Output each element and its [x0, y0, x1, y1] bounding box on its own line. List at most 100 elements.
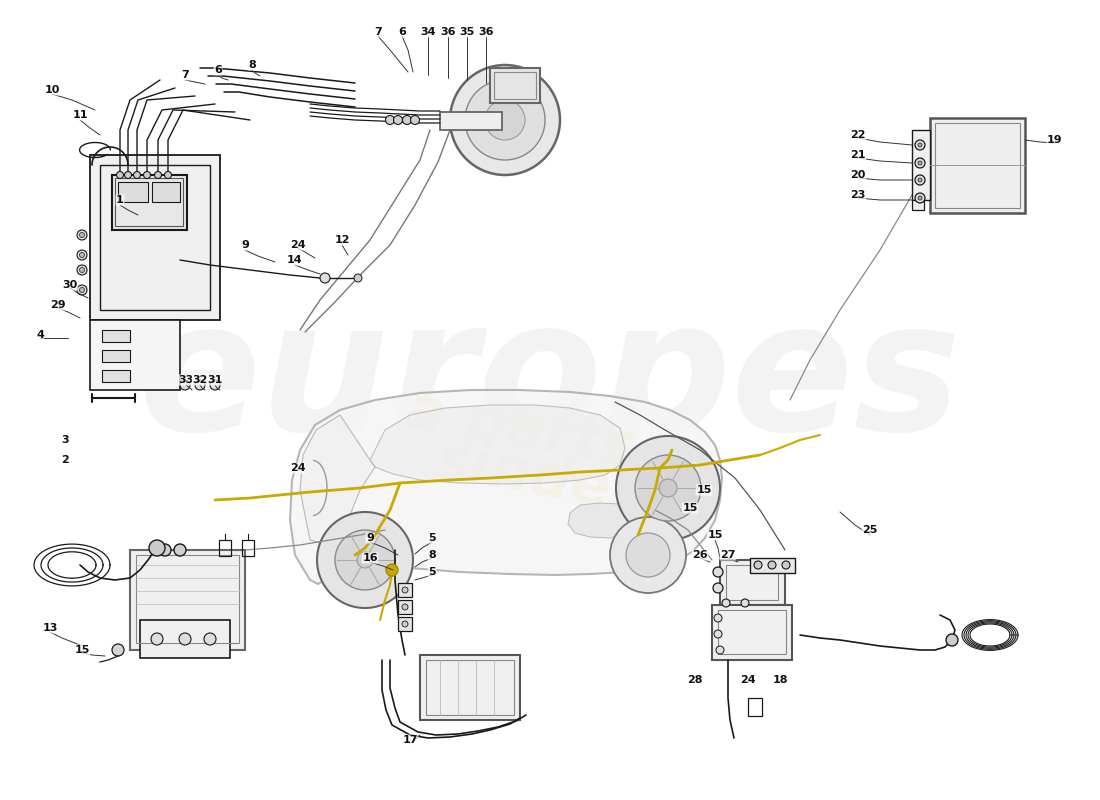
Circle shape: [154, 171, 162, 178]
Text: 32: 32: [192, 375, 208, 385]
Circle shape: [768, 561, 776, 569]
Text: 29: 29: [51, 300, 66, 310]
Text: a parts: a parts: [400, 382, 639, 478]
Text: 7: 7: [374, 27, 382, 37]
Text: 6: 6: [398, 27, 406, 37]
Circle shape: [204, 633, 216, 645]
Circle shape: [782, 561, 790, 569]
Bar: [242, 540, 254, 556]
Text: 19: 19: [1047, 135, 1063, 145]
Circle shape: [946, 634, 958, 646]
Text: 25: 25: [862, 525, 878, 535]
Text: 24: 24: [290, 463, 306, 473]
Circle shape: [722, 599, 730, 607]
Text: 17: 17: [403, 735, 418, 745]
Circle shape: [915, 193, 925, 203]
Bar: [930, 118, 1025, 213]
Bar: [440, 112, 502, 130]
Text: 8: 8: [249, 60, 256, 70]
Bar: [712, 605, 792, 660]
Circle shape: [394, 115, 403, 125]
Bar: [102, 330, 130, 342]
Circle shape: [626, 533, 670, 577]
Bar: [102, 370, 130, 382]
Circle shape: [174, 544, 186, 556]
Circle shape: [485, 100, 525, 140]
Text: 16: 16: [362, 553, 377, 563]
Text: 15: 15: [707, 530, 723, 540]
Text: 30: 30: [63, 280, 78, 290]
Text: 9: 9: [366, 533, 374, 543]
Polygon shape: [290, 390, 722, 584]
Text: 26: 26: [692, 550, 707, 560]
Circle shape: [915, 158, 925, 168]
Bar: [935, 123, 1020, 208]
Text: 15: 15: [75, 645, 90, 655]
Text: 24: 24: [740, 675, 756, 685]
Bar: [118, 182, 148, 202]
Circle shape: [317, 512, 412, 608]
Circle shape: [616, 436, 721, 540]
Circle shape: [143, 171, 151, 178]
Bar: [130, 550, 245, 650]
Circle shape: [635, 455, 701, 521]
Bar: [398, 583, 412, 597]
Circle shape: [79, 253, 85, 258]
Polygon shape: [370, 405, 625, 484]
Bar: [726, 565, 778, 600]
Circle shape: [133, 171, 141, 178]
Text: 18: 18: [772, 675, 788, 685]
Circle shape: [402, 604, 408, 610]
Bar: [100, 165, 210, 310]
Circle shape: [77, 265, 87, 275]
Circle shape: [450, 65, 560, 175]
Circle shape: [79, 287, 85, 293]
Bar: [112, 175, 187, 230]
Bar: [494, 72, 536, 99]
Circle shape: [410, 115, 419, 125]
Polygon shape: [300, 415, 375, 548]
Circle shape: [180, 380, 190, 390]
Circle shape: [918, 178, 922, 182]
Text: europes: europes: [139, 292, 961, 468]
Circle shape: [77, 250, 87, 260]
Text: 23: 23: [850, 190, 866, 200]
Bar: [140, 620, 230, 658]
Circle shape: [918, 161, 922, 165]
Circle shape: [77, 230, 87, 240]
Text: 20: 20: [850, 170, 866, 180]
Text: 12: 12: [334, 235, 350, 245]
Text: 4: 4: [36, 330, 44, 340]
Text: 10: 10: [44, 85, 59, 95]
Bar: [912, 200, 924, 210]
Bar: [398, 617, 412, 631]
Bar: [219, 540, 231, 556]
Text: 11: 11: [73, 110, 88, 120]
Text: 6: 6: [214, 65, 222, 75]
Circle shape: [385, 115, 395, 125]
Bar: [420, 655, 520, 720]
Circle shape: [210, 380, 220, 390]
Circle shape: [713, 583, 723, 593]
Circle shape: [124, 171, 132, 178]
Circle shape: [741, 599, 749, 607]
Circle shape: [79, 267, 85, 273]
Circle shape: [713, 567, 723, 577]
Circle shape: [403, 115, 411, 125]
Bar: [720, 560, 785, 605]
Bar: [116, 178, 183, 226]
Bar: [426, 660, 514, 715]
Text: 5: 5: [428, 533, 436, 543]
Text: 33: 33: [178, 375, 194, 385]
Circle shape: [402, 621, 408, 627]
Circle shape: [195, 380, 205, 390]
Text: 36: 36: [440, 27, 455, 37]
Circle shape: [358, 552, 373, 568]
Text: 3: 3: [62, 435, 69, 445]
Circle shape: [402, 587, 408, 593]
Bar: [718, 610, 786, 654]
Circle shape: [151, 633, 163, 645]
Circle shape: [918, 143, 922, 147]
Circle shape: [112, 644, 124, 656]
Text: 34: 34: [420, 27, 436, 37]
